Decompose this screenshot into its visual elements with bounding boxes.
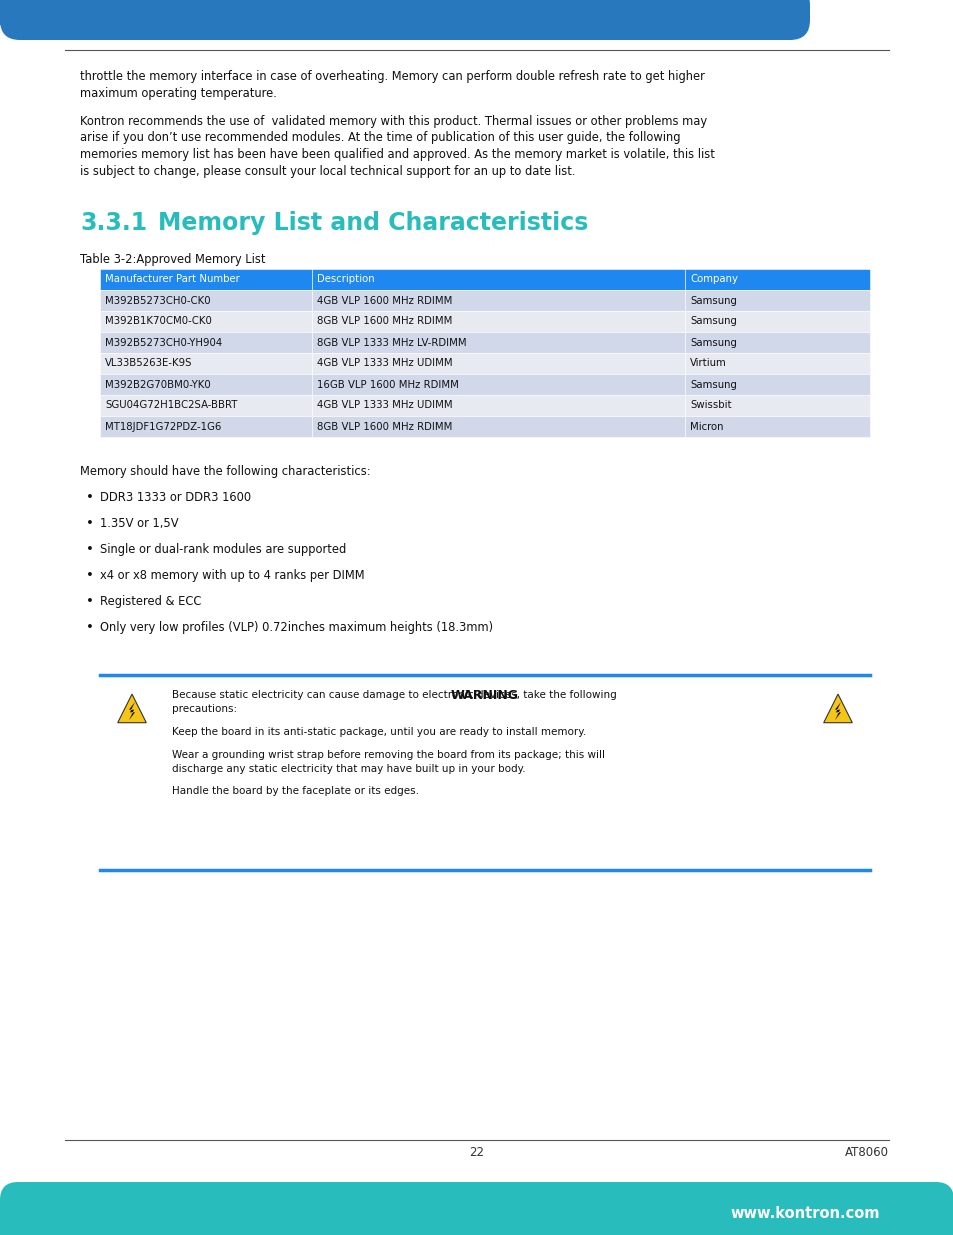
Polygon shape [834,701,841,720]
Text: VL33B5263E-K9S: VL33B5263E-K9S [105,358,193,368]
Bar [0,1212,953,1235]
Bar [100,353,312,374]
Bar [684,332,869,353]
Bar [312,416,684,437]
Text: •: • [86,492,93,504]
Text: M392B5273CH0-YH904: M392B5273CH0-YH904 [105,337,222,347]
Text: Registered & ECC: Registered & ECC [100,595,201,608]
Text: discharge any static electricity that may have built up in your body.: discharge any static electricity that ma… [172,764,525,774]
Text: AT8060: AT8060 [844,1146,888,1160]
Bar [100,269,312,290]
Bar [684,374,869,395]
Text: precautions:: precautions: [172,704,237,715]
Text: Manufacturer Part Number: Manufacturer Part Number [105,274,239,284]
FancyBboxPatch shape [0,0,809,40]
Bar [0,0,780,25]
Text: MT18JDF1G72PDZ-1G6: MT18JDF1G72PDZ-1G6 [105,421,221,431]
Text: Table 3-2:Approved Memory List: Table 3-2:Approved Memory List [80,253,265,266]
Text: 1.35V or 1,5V: 1.35V or 1,5V [100,517,178,530]
Text: •: • [86,543,93,556]
Text: Company: Company [689,274,738,284]
Bar [684,395,869,416]
Bar [100,416,312,437]
Bar [312,269,684,290]
Bar [100,395,312,416]
Text: •: • [86,569,93,582]
Text: Samsung: Samsung [689,337,737,347]
Bar [684,311,869,332]
Text: Swissbit: Swissbit [689,400,731,410]
Text: Handle the board by the faceplate or its edges.: Handle the board by the faceplate or its… [172,787,418,797]
Text: 8GB VLP 1600 MHz RDIMM: 8GB VLP 1600 MHz RDIMM [316,316,452,326]
Text: memories memory list has been have been qualified and approved. As the memory ma: memories memory list has been have been … [80,148,714,161]
Text: www.kontron.com: www.kontron.com [730,1205,879,1220]
Text: Samsung: Samsung [689,379,737,389]
Text: •: • [86,517,93,530]
Bar [312,353,684,374]
Bar [100,311,312,332]
Bar [312,311,684,332]
Text: 3.3.1: 3.3.1 [80,211,147,235]
Text: M392B2G70BM0-YK0: M392B2G70BM0-YK0 [105,379,211,389]
Bar [312,395,684,416]
Bar [684,269,869,290]
Text: 4GB VLP 1600 MHz RDIMM: 4GB VLP 1600 MHz RDIMM [316,295,452,305]
Text: 8GB VLP 1333 MHz LV-RDIMM: 8GB VLP 1333 MHz LV-RDIMM [316,337,466,347]
Bar [100,374,312,395]
Text: WARNING: WARNING [451,689,518,701]
Bar [684,353,869,374]
Text: M392B1K70CM0-CK0: M392B1K70CM0-CK0 [105,316,212,326]
Bar [312,332,684,353]
Text: •: • [86,621,93,634]
Text: arise if you don’t use recommended modules. At the time of publication of this u: arise if you don’t use recommended modul… [80,131,679,144]
Text: throttle the memory interface in case of overheating. Memory can perform double : throttle the memory interface in case of… [80,70,704,83]
Text: Micron: Micron [689,421,723,431]
Text: M392B5273CH0-CK0: M392B5273CH0-CK0 [105,295,211,305]
Polygon shape [822,694,851,722]
Text: Samsung: Samsung [689,316,737,326]
Text: Because static electricity can cause damage to electronic devices, take the foll: Because static electricity can cause dam… [172,690,616,700]
Text: 16GB VLP 1600 MHz RDIMM: 16GB VLP 1600 MHz RDIMM [316,379,458,389]
Text: Memory List and Characteristics: Memory List and Characteristics [158,211,588,235]
Text: 4GB VLP 1333 MHz UDIMM: 4GB VLP 1333 MHz UDIMM [316,358,452,368]
Bar [312,290,684,311]
Text: Description: Description [316,274,374,284]
Text: maximum operating temperature.: maximum operating temperature. [80,86,276,100]
Bar [684,416,869,437]
Text: Virtium: Virtium [689,358,726,368]
FancyBboxPatch shape [0,1182,953,1235]
Text: 8GB VLP 1600 MHz RDIMM: 8GB VLP 1600 MHz RDIMM [316,421,452,431]
Text: Keep the board in its anti-static package, until you are ready to install memory: Keep the board in its anti-static packag… [172,727,586,737]
Text: Single or dual-rank modules are supported: Single or dual-rank modules are supporte… [100,543,346,556]
Text: 4GB VLP 1333 MHz UDIMM: 4GB VLP 1333 MHz UDIMM [316,400,452,410]
Text: Only very low profiles (VLP) 0.72inches maximum heights (18.3mm): Only very low profiles (VLP) 0.72inches … [100,621,493,634]
Text: x4 or x8 memory with up to 4 ranks per DIMM: x4 or x8 memory with up to 4 ranks per D… [100,569,364,582]
Text: •: • [86,595,93,608]
Text: Kontron recommends the use of  validated memory with this product. Thermal issue: Kontron recommends the use of validated … [80,115,706,128]
Polygon shape [117,694,146,722]
Polygon shape [129,701,135,720]
Text: 22: 22 [469,1146,484,1160]
Text: Samsung: Samsung [689,295,737,305]
Text: SGU04G72H1BC2SA-BBRT: SGU04G72H1BC2SA-BBRT [105,400,237,410]
Text: is subject to change, please consult your local technical support for an up to d: is subject to change, please consult you… [80,164,575,178]
Text: Wear a grounding wrist strap before removing the board from its package; this wi: Wear a grounding wrist strap before remo… [172,750,604,760]
Text: DDR3 1333 or DDR3 1600: DDR3 1333 or DDR3 1600 [100,492,251,504]
Text: Memory should have the following characteristics:: Memory should have the following charact… [80,466,370,478]
Bar [100,332,312,353]
Bar [100,290,312,311]
Bar [312,374,684,395]
Bar [684,290,869,311]
